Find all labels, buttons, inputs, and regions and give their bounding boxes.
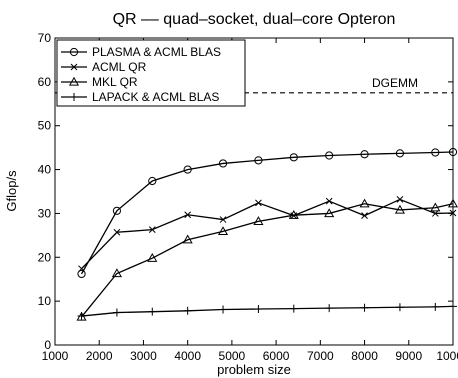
data-point-triangle [430,202,441,212]
x-axis: 1000 2000 3000 4000 5000 6000 7000 8000 9000 1000… [42,38,458,363]
data-point-plus [325,304,334,313]
data-point-x [431,210,439,217]
data-point-plus [112,308,121,317]
data-point-plus [183,306,192,315]
y-tick-label: 30 [38,206,52,220]
data-point-x [396,196,404,203]
data-point-x [113,228,121,236]
legend-item: PLASMA & ACML BLAS [61,45,221,59]
series-line [81,203,454,318]
series-line [81,198,454,270]
data-point-triangle [447,198,458,208]
data-point-circle [395,149,405,158]
x-tick-label: 4000 [174,349,201,363]
x-tick-label: 5000 [219,349,246,363]
y-tick-label: 40 [38,163,52,177]
data-point-plus [219,305,228,314]
legend-item: MKL QR [61,75,138,89]
dgemm-label: DGEMM [372,76,418,90]
y-tick-label: 10 [38,294,52,308]
data-point-circle [289,153,298,162]
legend-label: MKL QR [92,75,138,89]
data-point-x [78,265,85,273]
data-point-circle [148,176,157,186]
data-point-circle [112,206,122,215]
data-point-circle [77,269,86,279]
y-tick-label: 70 [38,31,52,45]
data-point-x [325,197,333,205]
y-tick-label: 0 [44,338,51,352]
legend-label: LAPACK & ACML BLAS [92,90,219,104]
data-point-plus [254,305,263,314]
data-point-x [148,226,156,234]
data-point-circle [183,165,192,174]
data-point-circle [360,150,369,159]
y-tick-label: 50 [38,119,52,133]
data-point-triangle [253,216,264,225]
chart-title: QR –– quad–socket, dual–core Opteron [113,11,396,28]
series-1 [78,196,457,273]
data-point-triangle [182,234,193,244]
data-point-x [70,63,78,71]
data-point-circle [431,148,440,157]
data-point-circle [254,156,263,165]
data-point-triangle [217,226,229,236]
x-tick-label: 10000 [436,349,458,363]
data-point-plus [431,302,440,311]
x-tick-label: 2000 [86,349,113,363]
y-tick-label: 20 [38,250,52,264]
data-point-x [361,212,368,219]
x-tick-label: 9000 [395,349,422,363]
data-point-plus [148,307,157,316]
data-point-plus [360,303,369,312]
data-point-triangle [359,198,370,208]
legend-box [56,39,246,107]
x-tick-label: 6000 [263,349,290,363]
y-tick-label: 60 [38,75,52,89]
data-point-plus [77,312,86,321]
data-point-plus [449,302,457,311]
plot-area-frame [54,37,454,346]
data-point-x [255,199,262,207]
series-2 [76,198,458,321]
data-point-circle [448,147,458,157]
series-0 [77,147,458,279]
legend-item: ACML QR [61,60,147,74]
x-axis-label: problem size [217,362,291,377]
data-point-circle [325,151,334,160]
series-group [76,147,458,321]
data-point-triangle [394,204,405,214]
data-point-circle [69,47,79,57]
data-point-x [449,209,457,217]
series-line [80,151,454,275]
data-point-x [184,211,192,219]
data-point-triangle [68,76,80,86]
x-tick-label: 7000 [307,349,334,363]
data-point-triangle [111,268,122,278]
x-tick-label: 1000 [42,349,69,363]
legend-label: PLASMA & ACML BLAS [92,45,221,59]
series-3 [77,302,457,321]
x-tick-label: 3000 [130,349,157,363]
legend-item: LAPACK & ACML BLAS [61,90,219,104]
data-point-plus [70,93,78,101]
data-point-triangle [324,208,335,218]
series-line [81,305,454,317]
x-tick-label: 8000 [351,349,378,363]
legend-label: ACML QR [92,60,147,74]
data-point-circle [218,159,228,168]
y-axis-label: Gflop/s [4,170,19,212]
data-point-plus [289,304,298,313]
data-point-x [219,216,227,223]
data-point-triangle [288,209,299,219]
data-point-plus [395,303,404,312]
data-point-triangle [147,252,158,262]
